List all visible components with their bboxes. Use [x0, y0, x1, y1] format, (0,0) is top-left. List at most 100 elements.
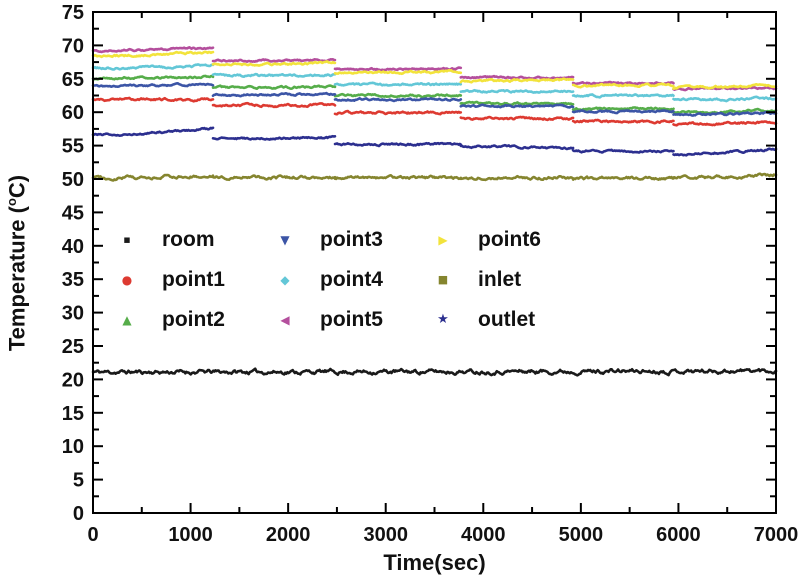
circle-marker-icon: ●	[121, 273, 133, 287]
chart-legend: ▪ room ▼ point3 ▶ point6 ● point1 ◆ point4 ■ inlet ▲…	[102, 220, 588, 340]
series-point2	[91, 74, 778, 115]
y-tick-label-55: 55	[62, 136, 84, 158]
series-line-point4	[91, 63, 215, 71]
y-axis-tick-labels: 0 5 10 15 20 25 30 35 40 45 50 55 60 65 70 75	[62, 2, 84, 525]
series-line-point5	[211, 57, 337, 64]
y-tick-label-40: 40	[62, 236, 84, 258]
y-axis-degree-symbol: o	[4, 198, 19, 207]
series-line-point2	[459, 100, 575, 107]
y-axis-title-text: Temperature (	[4, 206, 30, 352]
triangle-up-marker-icon: ▲	[122, 313, 132, 327]
y-tick-label-10: 10	[62, 436, 84, 458]
series-room	[91, 367, 778, 377]
series-line-point1	[333, 109, 463, 116]
series-line-inlet	[459, 174, 575, 182]
series-line-room	[91, 367, 778, 377]
series-line-point3	[459, 103, 575, 109]
y-tick-label-75: 75	[62, 2, 84, 24]
x-axis-tick-labels: 0 1000 2000 3000 4000 5000 6000 7000	[87, 524, 798, 546]
series-line-point4	[211, 72, 337, 78]
series-point4	[91, 63, 778, 103]
x-tick-label-7000: 7000	[754, 524, 799, 546]
square-marker-icon: ■	[437, 273, 449, 286]
series-line-outlet	[459, 143, 575, 151]
series-line-point3	[91, 82, 215, 88]
series-line-point4	[459, 88, 575, 94]
legend-label-point5: point5	[320, 308, 383, 331]
series-line-point3	[211, 91, 337, 98]
series-line-point5	[333, 66, 463, 72]
series-line-point2	[91, 74, 215, 81]
y-tick-label-65: 65	[62, 69, 84, 91]
series-line-point2	[571, 106, 675, 112]
legend-item-point5: ◀ point5	[260, 300, 418, 340]
y-tick-label-70: 70	[62, 35, 84, 57]
y-tick-label-35: 35	[62, 269, 84, 291]
series-line-point6	[211, 60, 337, 67]
series-line-point4	[672, 95, 778, 103]
legend-item-point6: ▶ point6	[418, 220, 588, 260]
series-line-point4	[571, 93, 675, 99]
legend-item-point3: ▼ point3	[260, 220, 418, 260]
diamond-marker-icon: ◆	[280, 273, 290, 287]
series-line-point2	[333, 92, 463, 99]
axis-ticks	[92, 11, 777, 514]
y-tick-label-45: 45	[62, 202, 84, 224]
series-point3	[91, 82, 778, 117]
x-tick-label-6000: 6000	[656, 524, 701, 546]
series-point6	[91, 50, 778, 90]
series-line-point5	[91, 45, 215, 54]
series-line-inlet	[211, 174, 337, 182]
series-line-point2	[211, 84, 337, 90]
y-tick-label-0: 0	[73, 503, 84, 525]
legend-item-outlet: ★ outlet	[418, 300, 588, 340]
series-line-point5	[571, 80, 675, 86]
series-line-point6	[571, 82, 675, 89]
x-tick-label-0: 0	[87, 524, 98, 546]
legend-label-point6: point6	[478, 228, 541, 251]
legend-label-inlet: inlet	[478, 268, 522, 291]
legend-label-point2: point2	[162, 308, 225, 331]
y-tick-label-5: 5	[73, 470, 84, 492]
series-line-outlet	[333, 141, 463, 148]
series-line-point2	[672, 107, 778, 115]
y-tick-label-25: 25	[62, 336, 84, 358]
series-line-point1	[571, 118, 675, 125]
series-outlet	[91, 126, 778, 157]
x-tick-label-2000: 2000	[266, 524, 311, 546]
series-line-point1	[459, 115, 575, 122]
series-line-point5	[459, 74, 575, 81]
series-inlet	[91, 172, 778, 182]
series-line-point3	[571, 109, 675, 115]
series-line-point4	[333, 81, 463, 87]
legend-item-point4: ◆ point4	[260, 260, 418, 300]
series-line-outlet	[571, 148, 675, 154]
legend-item-inlet: ■ inlet	[418, 260, 588, 300]
y-tick-label-50: 50	[62, 169, 84, 191]
triangle-right-marker-icon: ▶	[438, 233, 448, 247]
x-axis-title: Time(sec)	[383, 550, 486, 575]
legend-label-outlet: outlet	[478, 308, 536, 331]
legend-label-room: room	[162, 228, 215, 251]
x-tick-label-5000: 5000	[559, 524, 604, 546]
series-line-outlet	[91, 126, 215, 137]
legend-label-point3: point3	[320, 228, 383, 251]
series-line-point6	[333, 69, 463, 76]
series-line-inlet	[333, 174, 463, 181]
legend-item-point1: ● point1	[102, 260, 260, 300]
series-line-point3	[333, 97, 463, 103]
series-point1	[91, 96, 778, 127]
series-line-outlet	[672, 147, 778, 157]
series-line-inlet	[91, 173, 215, 182]
y-axis-title: Temperature (oC)	[4, 133, 32, 393]
series-line-point3	[672, 110, 778, 117]
y-tick-label-20: 20	[62, 369, 84, 391]
y-tick-label-60: 60	[62, 102, 84, 124]
series-line-point1	[211, 101, 337, 109]
x-tick-label-1000: 1000	[168, 524, 213, 546]
small-square-marker-icon: ▪	[123, 233, 131, 246]
chart-series	[91, 45, 778, 377]
x-tick-label-3000: 3000	[363, 524, 408, 546]
